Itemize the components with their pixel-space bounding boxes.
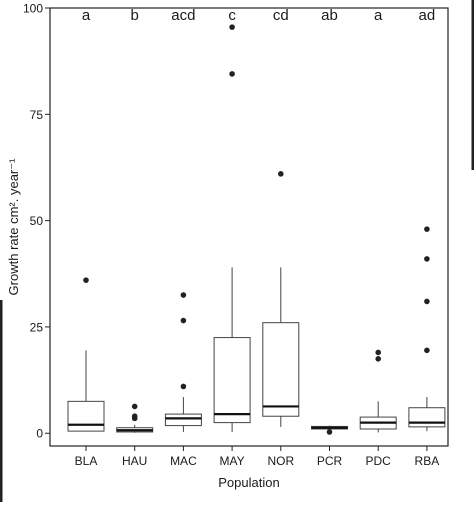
iqr-box — [214, 338, 250, 423]
iqr-box — [165, 414, 201, 425]
x-tick-label: HAU — [122, 454, 147, 468]
significance-letter: ab — [321, 7, 338, 24]
x-tick-label: PDC — [366, 454, 392, 468]
outlier-point — [375, 350, 381, 356]
iqr-box — [68, 401, 104, 431]
significance-letter: a — [374, 7, 383, 24]
x-tick-label: PCR — [317, 454, 343, 468]
outlier-point — [375, 356, 381, 362]
y-tick-label: 75 — [30, 108, 44, 122]
outlier-point — [327, 429, 333, 435]
outlier-point — [424, 299, 430, 305]
y-tick-label: 25 — [30, 320, 44, 334]
significance-letter: b — [131, 7, 139, 24]
y-axis-label: Growth rate cm². year⁻¹ — [6, 158, 21, 296]
outlier-point — [83, 277, 89, 283]
significance-letter: a — [82, 7, 91, 24]
outlier-point — [229, 71, 235, 77]
significance-letter: acd — [171, 7, 195, 24]
y-tick-label: 100 — [23, 2, 43, 16]
outlier-point — [132, 413, 138, 419]
significance-letter: cd — [273, 7, 289, 24]
significance-letter: ad — [419, 7, 436, 24]
x-tick-label: NOR — [267, 454, 294, 468]
outlier-point — [424, 348, 430, 354]
y-tick-label: 50 — [30, 214, 44, 228]
iqr-box — [263, 323, 299, 417]
outlier-point — [229, 24, 235, 30]
x-tick-label: RBA — [415, 454, 440, 468]
x-axis-label: Population — [218, 475, 279, 490]
outlier-point — [278, 171, 284, 177]
left-edge-bar — [0, 300, 3, 502]
x-tick-label: MAC — [170, 454, 197, 468]
outlier-point — [181, 292, 187, 298]
x-tick-label: BLA — [75, 454, 98, 468]
iqr-box — [409, 408, 445, 427]
outlier-point — [132, 404, 138, 410]
outlier-point — [424, 256, 430, 262]
y-tick-label: 0 — [36, 427, 43, 441]
x-tick-label: MAY — [220, 454, 245, 468]
outlier-point — [181, 384, 187, 390]
outlier-point — [424, 226, 430, 232]
significance-letter: c — [228, 7, 236, 24]
outlier-point — [181, 318, 187, 324]
